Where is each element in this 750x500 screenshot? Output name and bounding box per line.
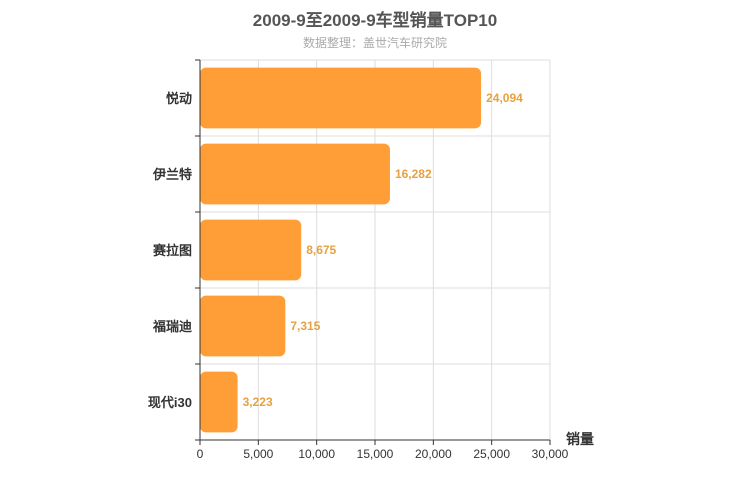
chart-subtitle: 数据整理：盖世汽车研究院: [302, 36, 447, 50]
data-label: 7,315: [290, 319, 320, 333]
x-tick-label: 20,000: [415, 447, 452, 461]
bar-layer: [200, 67, 482, 433]
x-tick-label: 10,000: [298, 447, 335, 461]
chart-title: 2009-9至2009-9车型销量TOP10: [252, 11, 498, 30]
data-label: 16,282: [395, 167, 432, 181]
x-tick-label: 0: [197, 447, 204, 461]
data-label: 8,675: [306, 243, 336, 257]
axis-layer: [195, 59, 551, 445]
bar: [200, 143, 390, 205]
y-tick-label: 现代i30: [148, 395, 192, 410]
y-tick-label: 悦动: [166, 91, 192, 106]
bar: [200, 219, 302, 281]
data-label: 24,094: [486, 91, 523, 105]
bar: [200, 295, 286, 357]
y-tick-label: 伊兰特: [152, 167, 192, 182]
label-layer: 24,094 悦动 16,282 伊兰特 8,675 赛拉图 7,315 福瑞迪 3,223 现代…: [148, 91, 594, 461]
bar: [200, 67, 482, 129]
bar: [200, 371, 238, 433]
x-axis-title: 销量: [566, 431, 594, 447]
y-tick-label: 赛拉图: [152, 243, 192, 258]
x-tick-label: 15,000: [357, 447, 394, 461]
x-tick-label: 30,000: [532, 447, 569, 461]
x-tick-label: 5,000: [243, 447, 273, 461]
data-label: 3,223: [243, 395, 273, 409]
x-tick-label: 25,000: [473, 447, 510, 461]
y-tick-label: 福瑞迪: [152, 319, 192, 334]
